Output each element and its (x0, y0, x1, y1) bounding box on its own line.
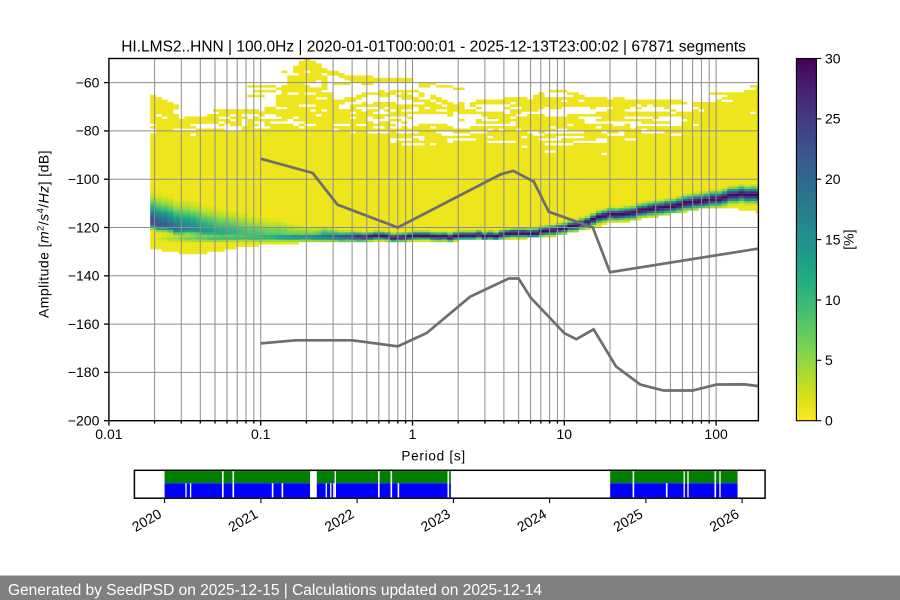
svg-text:−120: −120 (68, 219, 100, 235)
svg-text:HI.LMS2..HNN | 100.0Hz | 2020-: HI.LMS2..HNN | 100.0Hz | 2020-01-01T00:0… (121, 39, 746, 56)
svg-text:0: 0 (825, 413, 833, 429)
svg-text:−100: −100 (68, 171, 100, 187)
svg-text:−180: −180 (68, 364, 100, 380)
svg-text:[%]: [%] (841, 229, 857, 249)
svg-text:30: 30 (825, 50, 841, 66)
svg-text:−80: −80 (76, 123, 100, 139)
svg-text:−200: −200 (68, 413, 100, 429)
svg-text:Amplitude [m2/s4/Hz] [dB]: Amplitude [m2/s4/Hz] [dB] (35, 150, 52, 318)
svg-text:Generated by SeedPSD on 2025-1: Generated by SeedPSD on 2025-12-15 | Cal… (8, 582, 542, 599)
svg-text:5: 5 (825, 352, 833, 368)
svg-text:−60: −60 (76, 74, 100, 90)
svg-text:10: 10 (557, 426, 573, 442)
svg-text:20: 20 (825, 171, 841, 187)
svg-text:Period [s]: Period [s] (401, 448, 465, 463)
svg-text:1: 1 (409, 426, 417, 442)
svg-text:100: 100 (704, 426, 728, 442)
svg-text:−140: −140 (68, 268, 100, 284)
svg-text:0.01: 0.01 (95, 426, 122, 442)
svg-text:10: 10 (825, 292, 841, 308)
svg-text:25: 25 (825, 111, 841, 127)
svg-text:15: 15 (825, 231, 841, 247)
svg-text:−160: −160 (68, 316, 100, 332)
svg-text:0.1: 0.1 (251, 426, 271, 442)
